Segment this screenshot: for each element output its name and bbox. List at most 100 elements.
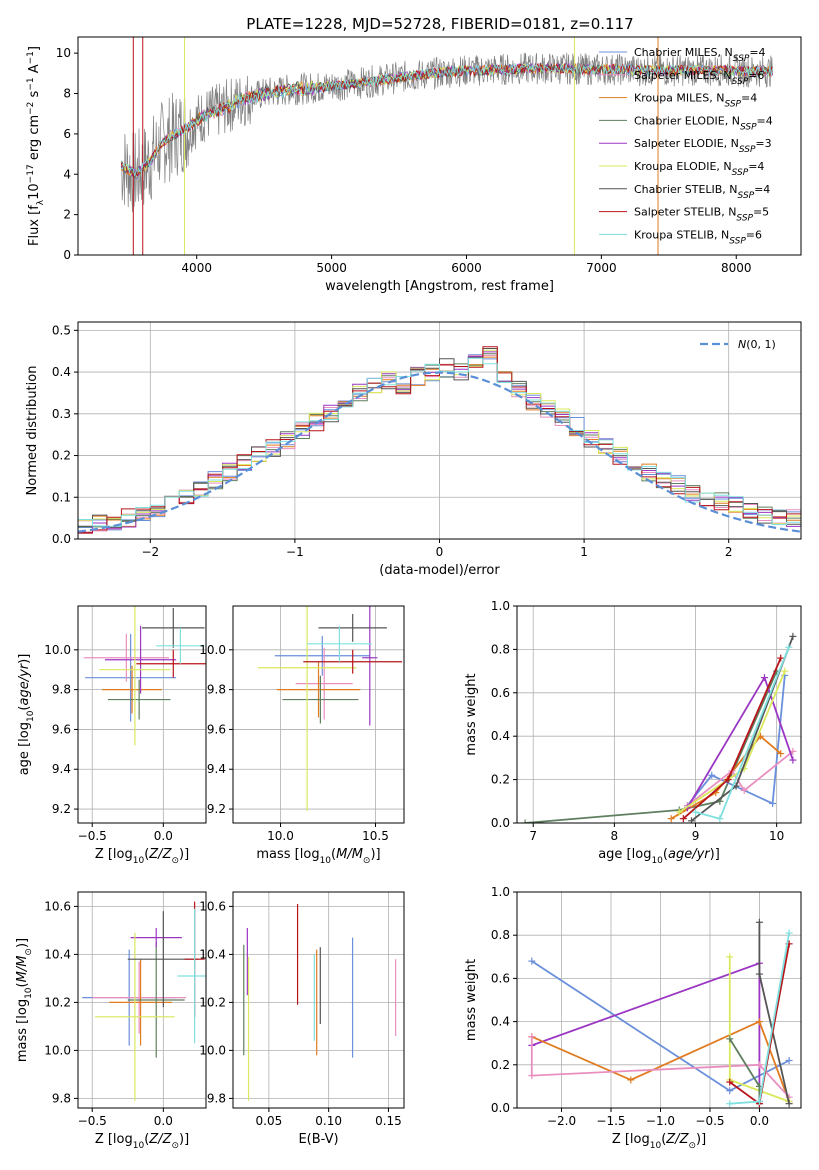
plot-area (243, 904, 397, 1101)
legend-label-part: SSP (732, 77, 749, 87)
x-axis-label: Z [log10(Z/Z⊙)] (612, 1132, 706, 1151)
x-axis-label-part: ( (661, 1132, 666, 1147)
legend-label-part: =6 (746, 228, 762, 241)
legend-label-part: Chabrier STELIB, N (634, 183, 738, 196)
y-tick-label: 0.0 (491, 1101, 510, 1115)
x-tick-label: 5000 (316, 261, 347, 275)
x-tick-label: 10.5 (362, 829, 389, 843)
y-tick-label: 10.6 (199, 899, 226, 913)
legend-label: Kroupa MILES, NSSP=4 (634, 92, 757, 110)
y-axis-label-part: 10 (26, 710, 36, 722)
legend-label-part: =4 (757, 114, 773, 127)
plot-area (521, 632, 797, 823)
axes-spectrum: 4000 5000 6000 7000 8000 0 2 4 6 8 10 wavelength [A… (26, 36, 802, 294)
x-axis-label-part: E(B-V) (298, 1132, 338, 1147)
y-axis-label-part: 10 (24, 987, 34, 999)
y-axis-label-part: age [log (17, 722, 32, 775)
x-axis-label-part: )] (179, 1132, 189, 1147)
x-tick-label: 7000 (586, 261, 617, 275)
y-tick-label: 6 (63, 127, 71, 141)
legend-label: Salpeter ELODIE, NSSP=3 (634, 137, 772, 155)
y-tick-label: 8 (63, 87, 71, 101)
y-tick-label: 0.0 (52, 532, 71, 546)
y-tick-label: 10.0 (44, 1043, 71, 1057)
y-tick-label: 1.0 (491, 599, 510, 613)
y-tick-label: 0.4 (491, 729, 510, 743)
legend-label-part: SSP (724, 100, 741, 110)
x-axis-label-part: ( (144, 847, 149, 862)
x-tick-label: 8 (611, 829, 619, 843)
y-tick-label: 0.8 (491, 642, 510, 656)
y-tick-label: 10.6 (44, 899, 71, 913)
x-tick-label: 6000 (451, 261, 482, 275)
x-tick-label: 4000 (181, 261, 212, 275)
y-tick-label: 4 (63, 167, 71, 181)
y-axis-label-part: )] (15, 938, 30, 948)
residual-histogram-9 (78, 357, 801, 527)
x-axis-label: mass [log10(M/M⊙)] (256, 847, 380, 866)
x-axis-label-part: age [log (598, 847, 651, 862)
y-tick-label: 10.0 (199, 1043, 226, 1057)
y-axis-label-part: erg cm (27, 115, 42, 164)
y-tick-label: 9.8 (52, 1091, 71, 1105)
weight-line-4 (530, 1036, 790, 1098)
legend-label-part: Chabrier MILES, N (634, 46, 733, 59)
x-axis-label-part: Z/Z (148, 1132, 172, 1147)
legend-label: Salpeter STELIB, NSSP=5 (634, 206, 769, 224)
legend-label-part: =4 (749, 46, 765, 59)
x-axis-label-part: )] (710, 847, 720, 862)
y-tick-label: 9.2 (207, 802, 226, 816)
y-tick-label: 9.2 (52, 802, 71, 816)
x-tick-label: −2 (141, 545, 159, 559)
x-tick-label: 0.10 (315, 1114, 342, 1128)
axes-frame (232, 605, 405, 824)
axes-mass-weight-vs-z: −2.0 −1.5 −1.0 −0.5 0.0 0.0 0.2 0.4 0.6 0.8 1.0 Z [… (464, 885, 802, 1151)
weight-line-2 (686, 675, 786, 807)
x-tick-label: 0.0 (154, 1114, 173, 1128)
y-tick-label: 1.0 (491, 885, 510, 899)
x-axis-label-part: ⊙ (171, 856, 179, 866)
x-axis-label-part: Z [log (612, 1132, 650, 1147)
x-tick-label: 10.0 (267, 829, 294, 843)
x-axis-label-part: Z [log (95, 1132, 133, 1147)
y-tick-label: 9.4 (52, 762, 71, 776)
y-axis-label-part: 10 (27, 183, 42, 200)
x-tick-label: 9 (692, 829, 700, 843)
y-axis-label-part: Flux [f (27, 205, 42, 246)
x-axis-label: wavelength [Angstrom, rest frame] (325, 279, 554, 294)
residual-histogram-7 (78, 348, 801, 528)
legend-label: Chabrier ELODIE, NSSP=4 (634, 114, 773, 132)
y-axis-label-part: ⊙ (24, 948, 34, 956)
legend-label-part: SSP (738, 191, 755, 201)
model-spectrum-9 (120, 63, 774, 177)
plot-area (83, 606, 206, 746)
y-axis-label: mass [log10(M/M⊙)] (15, 938, 34, 1062)
x-axis-label-part: M/M (336, 847, 363, 862)
y-axis-label: mass weight (464, 959, 479, 1041)
legend-label-part: SSP (740, 122, 757, 132)
x-axis-label-part: Z/Z (665, 1132, 689, 1147)
legend-label-part: SSP (732, 168, 749, 178)
y-tick-label: 10.0 (44, 643, 71, 657)
x-tick-label: −0.5 (78, 829, 107, 843)
x-axis-label-part: mass [log (256, 847, 319, 862)
axes-frame (77, 891, 207, 1109)
axes-frame (516, 891, 802, 1109)
x-tick-label: −1.0 (646, 1114, 675, 1128)
y-tick-label: 10 (56, 46, 71, 60)
legend-label-part: SSP (729, 236, 746, 246)
y-tick-label: 0.4 (52, 365, 71, 379)
figure-title: PLATE=1228, MJD=52728, FIBERID=0181, z=0… (246, 15, 633, 33)
x-axis-label-part: 10 (320, 856, 332, 866)
legend-label: Salpeter MILES, NSSP=6 (634, 69, 764, 87)
weight-line-3 (531, 1020, 790, 1102)
x-axis-label-part: )] (696, 1132, 706, 1147)
axes-residuals: −2 −1 0 1 2 0.0 0.1 0.2 0.3 0.4 0.5 (data-model)/er… (25, 321, 802, 578)
y-tick-label: 9.8 (207, 1091, 226, 1105)
y-tick-label: 0.6 (491, 971, 510, 985)
x-tick-label: −0.5 (695, 1114, 724, 1128)
y-tick-label: 9.4 (207, 762, 226, 776)
